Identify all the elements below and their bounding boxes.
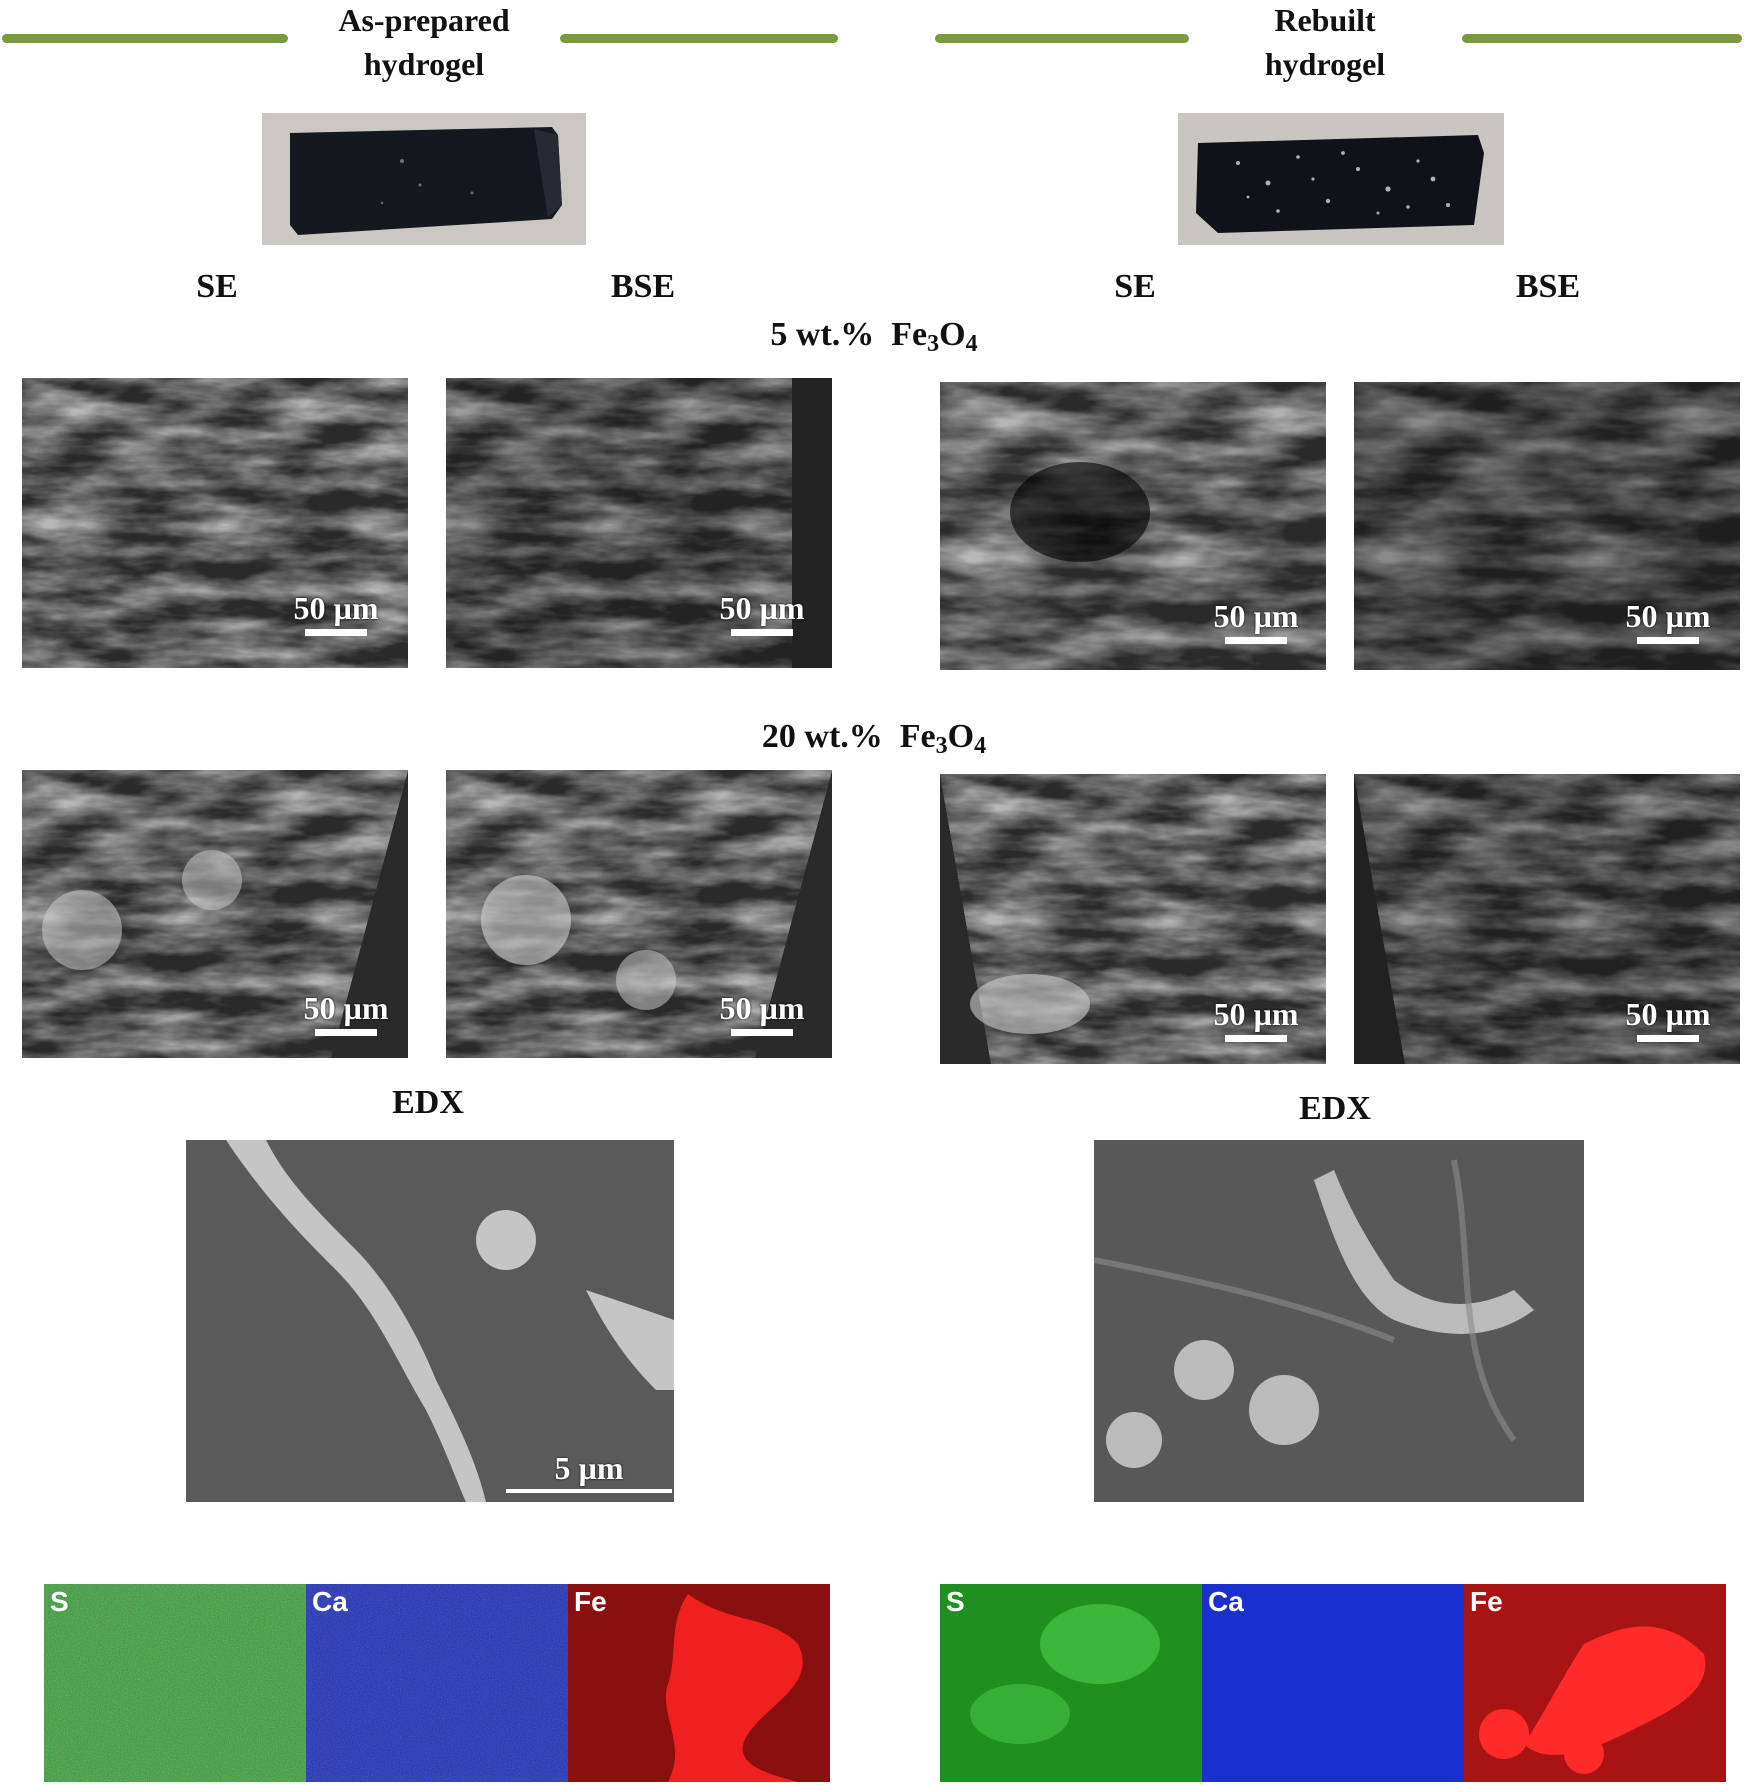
right-col-se-label: SE <box>1114 268 1156 305</box>
map-left-ca: Ca <box>306 1584 568 1782</box>
right-col-bse-label: BSE <box>1515 268 1581 305</box>
sem-right-se-5wt <box>940 382 1326 670</box>
left-col-se-label: SE <box>196 268 238 305</box>
edx-left-sem <box>186 1140 674 1502</box>
right-header-rule-left <box>935 34 1189 43</box>
left-header-rule-left <box>2 34 288 43</box>
sem-left-se-5wt <box>22 378 408 668</box>
scale-right-se-20wt: 50 µm <box>1194 996 1318 1042</box>
sem-left-bse-20wt <box>446 770 832 1058</box>
map-left-s: S <box>44 1584 306 1782</box>
right-hydrogel-photo <box>1178 113 1504 245</box>
left-hydrogel-photo <box>262 113 586 245</box>
scale-left-se-20wt: 50 µm <box>290 990 402 1036</box>
row1-title: 5 wt.% Fe3O4 <box>770 316 978 357</box>
edx-right-sem <box>1094 1140 1584 1502</box>
sem-right-se-20wt <box>940 774 1326 1064</box>
right-edx-label: EDX <box>1299 1090 1371 1127</box>
sem-right-bse-20wt <box>1354 774 1740 1064</box>
sem-left-se-20wt <box>22 770 408 1058</box>
sem-left-bse-5wt <box>446 378 832 668</box>
scale-left-bse-5wt: 50 µm <box>706 590 818 636</box>
sem-right-bse-5wt <box>1354 382 1740 670</box>
right-panel-title: Rebuilt hydrogel <box>1264 2 1386 82</box>
map-right-ca: Ca <box>1202 1584 1464 1782</box>
scale-right-bse-5wt: 50 µm <box>1606 598 1730 644</box>
scale-left-se-5wt: 50 µm <box>280 590 392 636</box>
edx-left-scale: 5 µm <box>506 1450 672 1493</box>
map-left-fe: Fe <box>568 1584 830 1782</box>
left-panel-title: As-prepared hydrogel <box>338 2 510 82</box>
left-col-bse-label: BSE <box>610 268 676 305</box>
map-right-fe: Fe <box>1464 1584 1726 1782</box>
right-header-rule-right <box>1462 34 1742 43</box>
left-edx-label: EDX <box>392 1084 464 1121</box>
left-header-rule-right <box>560 34 838 43</box>
map-right-s: S <box>940 1584 1202 1782</box>
scale-right-se-5wt: 50 µm <box>1194 598 1318 644</box>
scale-right-bse-20wt: 50 µm <box>1606 996 1730 1042</box>
scale-left-bse-20wt: 50 µm <box>706 990 818 1036</box>
row2-title: 20 wt.% Fe3O4 <box>761 718 987 759</box>
